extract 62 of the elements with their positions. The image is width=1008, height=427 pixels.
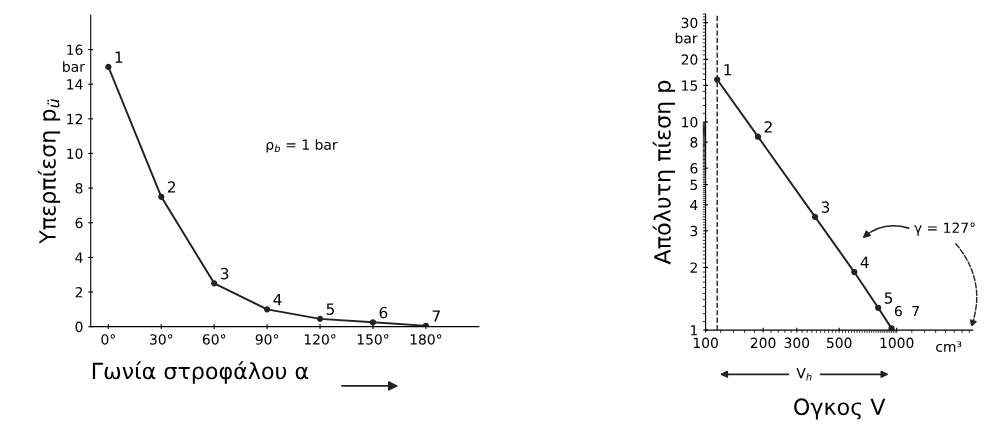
y-tick-label: 16 [67, 44, 83, 56]
text: V$_{h}$ [796, 368, 812, 381]
y-tick-label: 4 [690, 199, 698, 211]
text: bar [63, 61, 85, 72]
y-tick-label: 12 [67, 113, 83, 125]
point [211, 280, 218, 287]
annotation: ρ$_{b}$ = 1 bar [266, 139, 338, 153]
y-tick-label: 0 [75, 321, 83, 333]
text: cm³ [936, 341, 962, 352]
x-tick-label: 100 [693, 337, 718, 349]
annotation: 2 [167, 181, 176, 193]
point [369, 319, 377, 326]
y-tick-label: 14 [67, 79, 83, 90]
annotation: 5 [326, 303, 334, 315]
y-tick-label: 2 [690, 262, 697, 273]
x-tick-label: 300 [784, 337, 810, 349]
y-axis-title: Απόλυτη πίεση p [652, 80, 676, 265]
annotation: 7 [912, 306, 919, 317]
annotation: 6 [894, 305, 902, 317]
x-axis-title: Γωνία στροφάλου α [92, 361, 309, 384]
x-tick-label: 200 [750, 337, 776, 349]
x-tick-label: 180° [410, 334, 442, 345]
y-axis-title: Υπερπίεση p$_{ü}$ [37, 99, 61, 244]
y-tick-label: 10 [67, 148, 83, 159]
x-tick-label: 90° [255, 334, 279, 345]
y-tick-label: 1 [691, 325, 698, 336]
annotation: 4 [860, 256, 869, 268]
x-tick-label: 60° [202, 334, 226, 345]
y-tick-label: 6 [690, 163, 698, 174]
x-tick-label: 0° [101, 334, 115, 345]
annotation: 1 [724, 64, 732, 76]
annotation: 6 [379, 306, 388, 319]
x-tick-label: 500 [826, 337, 852, 349]
annotation: 3 [821, 201, 830, 213]
annotation: 3 [220, 267, 229, 280]
annotation: 1 [115, 51, 123, 63]
x-axis-title: Ογκος V [794, 398, 886, 420]
y-tick-label: 8 [75, 183, 83, 194]
y-tick-label: 6 [75, 217, 83, 229]
annotation: 2 [764, 121, 772, 133]
point [105, 63, 112, 71]
y-tick-label: 15 [682, 80, 698, 91]
y-tick-label: 20 [681, 54, 698, 65]
x-tick-label: 30° [150, 334, 173, 345]
point [316, 315, 324, 322]
y-tick-label: 5 [690, 179, 698, 191]
x-tick-label: 1000 [880, 337, 914, 349]
annotation: 7 [432, 310, 440, 322]
y-tick-label: 4 [75, 252, 83, 263]
y-tick-label: 2 [75, 286, 83, 298]
annotation: γ = 127° [914, 222, 975, 236]
point [158, 193, 165, 200]
annotation: 4 [273, 294, 282, 306]
y-tick-label: 8 [690, 137, 698, 148]
y-tick-label: 30 [681, 17, 698, 29]
y-tick-label: 3 [690, 225, 698, 237]
point [263, 306, 271, 313]
annotation: 5 [884, 292, 893, 304]
text: bar [675, 32, 698, 44]
x-tick-label: 150° [357, 334, 389, 345]
x-tick-label: 120° [304, 334, 336, 345]
y-tick-label: 10 [682, 116, 698, 128]
